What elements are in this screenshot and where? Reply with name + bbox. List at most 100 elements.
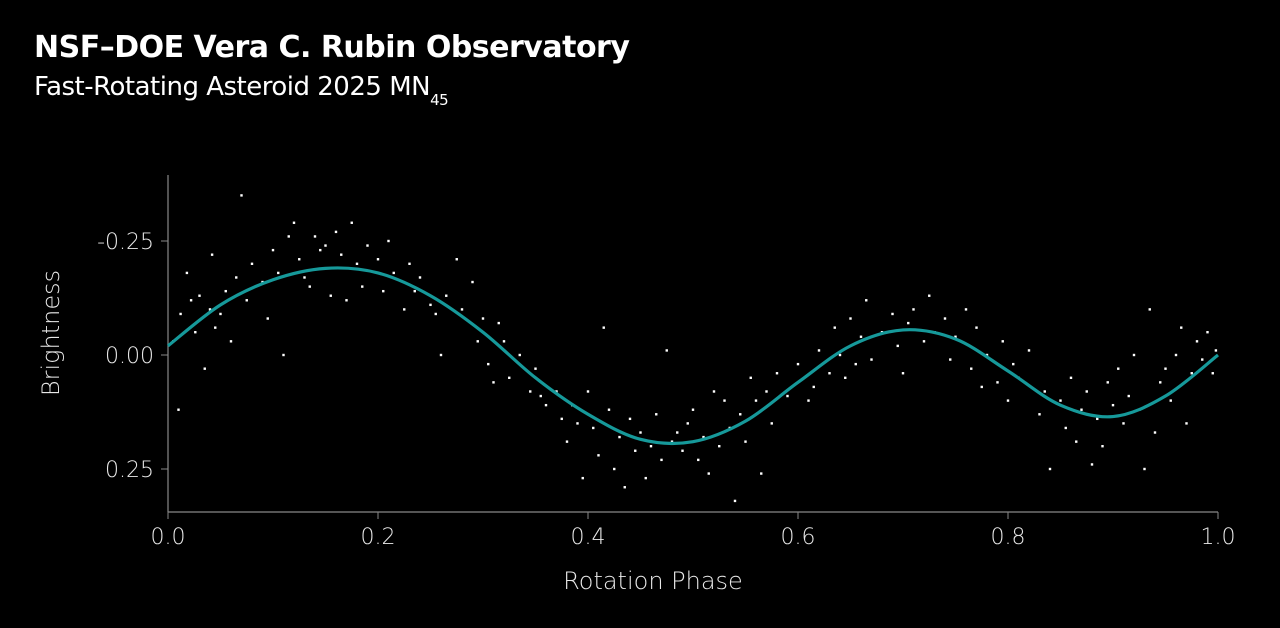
fit-curve <box>167 266 1219 446</box>
data-point <box>544 403 548 407</box>
data-point <box>681 449 684 452</box>
data-point <box>282 353 285 357</box>
data-point <box>266 317 269 320</box>
data-point <box>907 321 910 325</box>
data-point <box>471 280 474 284</box>
data-point <box>702 435 705 439</box>
data-point <box>1080 408 1083 411</box>
data-point <box>1111 403 1115 407</box>
data-point <box>1122 422 1125 425</box>
data-point <box>954 335 957 338</box>
data-point <box>1169 399 1172 402</box>
y-ticks: -0.25 0.00 0.25 <box>97 230 168 483</box>
data-point <box>340 253 343 256</box>
data-point <box>844 376 847 379</box>
data-point <box>833 326 836 329</box>
data-point <box>189 299 193 302</box>
data-point <box>1059 399 1062 402</box>
data-point <box>697 458 700 462</box>
data-point <box>586 390 590 393</box>
data-point <box>970 367 973 370</box>
data-point <box>203 367 206 370</box>
data-point <box>177 408 180 411</box>
data-point <box>964 308 968 311</box>
data-point <box>492 381 495 384</box>
data-point <box>891 312 894 316</box>
data-point <box>602 326 605 329</box>
data-point <box>812 385 815 389</box>
data-point <box>985 353 989 357</box>
data-point <box>1048 467 1052 471</box>
data-point <box>796 362 800 366</box>
data-point <box>560 417 563 421</box>
data-point <box>928 294 931 297</box>
data-point <box>912 308 915 311</box>
data-point <box>870 358 873 361</box>
data-point <box>355 262 359 265</box>
data-point <box>1117 367 1120 370</box>
data-point <box>508 376 511 379</box>
data-point <box>1132 353 1136 357</box>
data-point <box>639 431 642 434</box>
data-point <box>403 308 406 311</box>
data-point <box>287 235 290 238</box>
data-point <box>308 285 311 288</box>
x-axis-label: Rotation Phase <box>563 567 743 595</box>
data-point <box>476 340 479 343</box>
data-point <box>502 340 506 343</box>
data-point <box>1001 340 1004 343</box>
data-point <box>1174 353 1178 357</box>
x-tick-label: 0.8 <box>991 525 1026 550</box>
data-point <box>518 353 521 357</box>
data-point <box>208 308 212 311</box>
data-point <box>179 312 182 316</box>
data-point <box>292 221 296 224</box>
data-point <box>655 413 658 416</box>
data-point <box>481 317 485 320</box>
data-point <box>975 326 978 329</box>
data-point <box>229 340 233 343</box>
data-point <box>534 367 537 370</box>
data-point <box>754 399 758 402</box>
data-point <box>618 435 621 439</box>
data-point <box>392 271 395 275</box>
data-point <box>996 381 999 384</box>
x-tick-label: 1.0 <box>1201 525 1236 550</box>
data-point <box>723 399 726 402</box>
data-point <box>1180 326 1183 329</box>
data-point <box>849 317 852 320</box>
data-point <box>240 194 243 197</box>
data-point <box>445 294 448 297</box>
data-point <box>429 303 432 307</box>
data-point <box>744 440 747 443</box>
chart-title: NSF–DOE Vera C. Rubin Observatory <box>34 30 630 65</box>
data-point <box>1106 381 1109 384</box>
data-point <box>1075 440 1078 443</box>
data-point <box>277 271 280 275</box>
data-point <box>1027 349 1031 352</box>
data-point <box>1038 413 1041 416</box>
data-point <box>901 372 905 375</box>
data-point <box>1064 426 1067 430</box>
data-point <box>854 362 857 366</box>
data-point <box>460 308 464 311</box>
data-point <box>765 390 768 393</box>
x-tick-label: 0.0 <box>151 525 186 550</box>
data-point <box>896 344 899 348</box>
data-point <box>334 230 338 234</box>
data-point <box>565 440 569 443</box>
data-point <box>817 349 821 352</box>
data-point <box>194 331 197 334</box>
y-axis-label: Brightness <box>37 270 65 396</box>
data-point <box>707 472 710 475</box>
data-point <box>576 422 579 425</box>
data-point <box>497 321 500 325</box>
data-point <box>1211 372 1214 375</box>
data-point <box>555 390 558 393</box>
data-point <box>838 353 842 357</box>
data-point <box>366 244 369 247</box>
data-point <box>408 262 411 265</box>
data-point <box>313 235 317 238</box>
y-tick-label: -0.25 <box>97 230 154 255</box>
data-point <box>1101 445 1104 448</box>
